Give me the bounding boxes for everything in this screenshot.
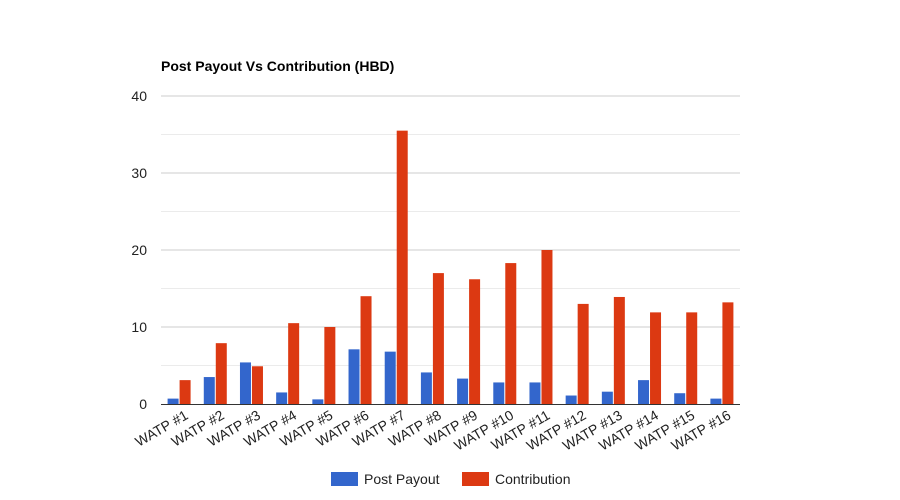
bar-contribution[interactable] — [650, 312, 662, 404]
bar-group — [348, 296, 372, 404]
y-tick-label: 0 — [139, 396, 147, 412]
bar-post-payout[interactable] — [710, 398, 722, 404]
legend-item[interactable]: Post Payout — [331, 471, 440, 487]
bar-contribution[interactable] — [288, 323, 300, 404]
bar-contribution[interactable] — [541, 250, 553, 404]
bar-contribution[interactable] — [215, 343, 227, 404]
legend-swatch — [331, 472, 358, 486]
bar-post-payout[interactable] — [420, 372, 432, 404]
bar-group — [601, 296, 625, 404]
bar-contribution[interactable] — [324, 327, 336, 404]
bar-contribution[interactable] — [686, 312, 698, 404]
bar-group — [638, 312, 662, 404]
bar-post-payout[interactable] — [638, 380, 650, 404]
bar-group — [384, 130, 408, 404]
bar-contribution[interactable] — [432, 273, 444, 404]
legend-item[interactable]: Contribution — [462, 471, 571, 487]
bar-group — [710, 302, 734, 404]
bar-group — [312, 327, 336, 404]
bar-group — [420, 273, 444, 404]
bar-post-payout[interactable] — [167, 398, 179, 404]
bar-post-payout[interactable] — [674, 393, 686, 404]
bar-post-payout[interactable] — [601, 391, 613, 404]
bar-post-payout[interactable] — [239, 362, 251, 404]
y-tick-label: 40 — [131, 88, 147, 104]
legend-label: Contribution — [495, 471, 571, 487]
gridlines — [161, 95, 740, 366]
bar-post-payout[interactable] — [457, 378, 469, 404]
legend-swatch — [462, 472, 489, 486]
bar-group — [529, 250, 553, 404]
bar-post-payout[interactable] — [203, 377, 215, 404]
bar-group — [239, 362, 263, 404]
bar-group — [167, 380, 191, 404]
bar-contribution[interactable] — [360, 296, 372, 404]
bar-post-payout[interactable] — [565, 395, 577, 404]
bar-contribution[interactable] — [251, 366, 263, 404]
y-tick-label: 30 — [131, 165, 147, 181]
bar-contribution[interactable] — [179, 380, 191, 404]
bar-group — [276, 323, 300, 404]
bar-contribution[interactable] — [469, 279, 481, 404]
bar-post-payout[interactable] — [529, 382, 541, 404]
bar-contribution[interactable] — [396, 130, 408, 404]
bar-contribution[interactable] — [577, 303, 589, 404]
bar-contribution[interactable] — [505, 263, 517, 404]
bar-group — [565, 303, 589, 404]
bar-post-payout[interactable] — [312, 399, 324, 404]
legend-label: Post Payout — [364, 471, 440, 487]
chart-title: Post Payout Vs Contribution (HBD) — [161, 58, 394, 74]
bar-post-payout[interactable] — [384, 351, 396, 404]
bar-post-payout[interactable] — [493, 382, 505, 404]
bar-group — [674, 312, 698, 404]
bar-group — [203, 343, 227, 404]
y-tick-label: 20 — [131, 242, 147, 258]
bar-group — [493, 263, 517, 404]
bar-contribution[interactable] — [722, 302, 734, 404]
bar-contribution[interactable] — [613, 296, 625, 404]
bar-group — [457, 279, 481, 404]
bar-post-payout[interactable] — [348, 349, 360, 404]
bars — [167, 130, 734, 404]
y-tick-label: 10 — [131, 319, 147, 335]
legend: Post Payout Contribution — [331, 471, 571, 487]
bar-post-payout[interactable] — [276, 392, 288, 404]
y-axis-ticks: 0 10 20 30 40 — [131, 88, 147, 412]
